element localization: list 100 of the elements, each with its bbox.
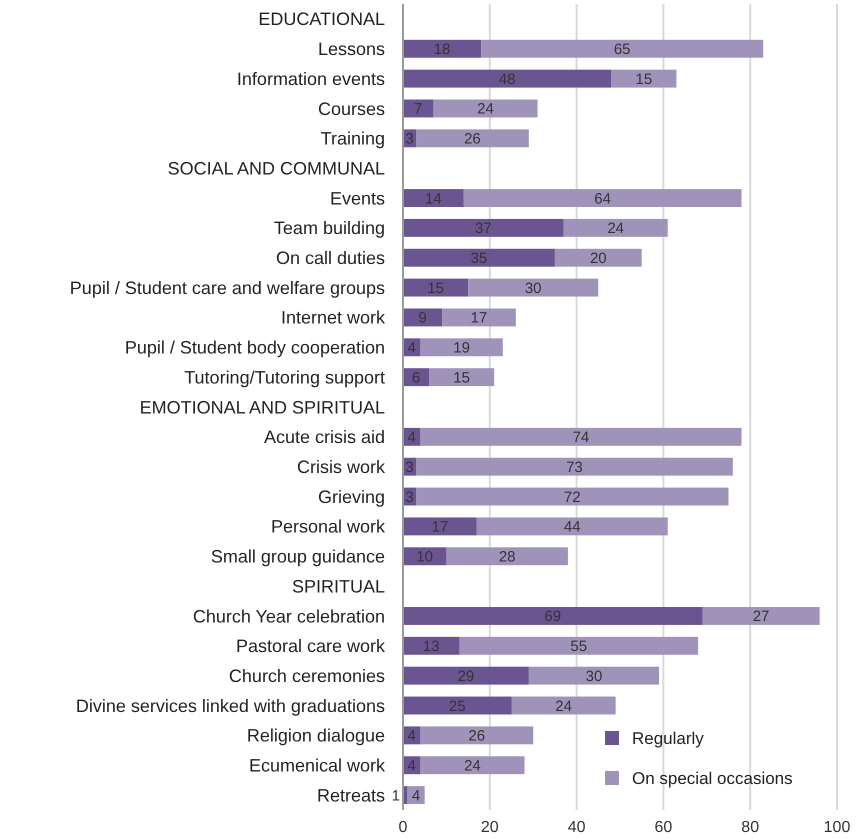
y-tick-label: Courses [318,98,385,119]
y-tick-label: Retreats [316,785,385,806]
bar [416,129,529,148]
x-tick-label: 40 [568,819,586,836]
y-tick-label: Internet work [280,308,386,328]
bar [403,40,482,58]
data-label: 30 [524,280,542,297]
x-tick-label: 20 [480,819,499,836]
data-label: 72 [564,488,581,506]
data-label: 29 [458,668,474,685]
data-label: 15 [636,70,652,88]
data-label: 44 [564,518,581,536]
data-label: 37 [474,220,492,238]
bar [403,218,564,237]
y-tick-label: Information events [236,68,385,89]
y-tick-label: Religion dialogue [246,726,385,746]
data-label: 6 [412,369,420,386]
x-tick-label: 100 [824,819,850,836]
bar [403,248,555,267]
data-label: 17 [470,310,488,327]
y-tick-label: Pupil / Student body cooperation [124,338,385,358]
data-label: 15 [427,280,444,297]
y-tick-label: Divine services linked with graduations [76,696,385,716]
y-tick-label: Personal work [270,516,386,537]
y-tick-label: Church ceremonies [228,666,385,686]
data-label: 55 [570,638,588,656]
y-tick-label: Pupil / Student care and welfare groups [70,278,385,298]
bar [416,488,728,506]
bar [403,308,442,326]
y-tick-label: Acute crisis aid [264,427,385,448]
data-label: 4 [408,728,416,745]
data-label: 10 [416,548,434,566]
data-label: 24 [607,220,624,238]
x-tick-label: 80 [741,819,760,836]
y-tick-label: Ecumenical work [248,756,386,776]
data-label: 26 [468,728,486,745]
data-label: 14 [425,190,442,208]
data-label: 35 [470,250,488,267]
data-label: 3 [405,488,414,506]
data-label: 30 [586,668,602,685]
y-tick-label: Training [320,128,385,149]
bar [481,40,764,58]
y-tick-label: Team building [274,218,385,238]
data-label: 48 [498,70,516,88]
y-tick-label: Lessons [318,39,385,60]
data-label: 4 [408,340,416,357]
data-label: 24 [477,100,494,118]
bar [512,696,616,714]
bar [420,428,742,446]
data-label: 73 [566,458,583,476]
bar [403,696,512,714]
data-label: 65 [614,41,631,58]
data-label: 20 [590,250,607,267]
data-label: 4 [412,787,420,804]
data-label: 17 [432,518,448,536]
bar [403,70,612,88]
data-label: 4 [408,429,416,446]
data-label: 69 [544,608,562,626]
y-tick-label: Grieving [318,486,385,507]
data-label: 24 [464,757,481,774]
bar [403,189,464,207]
y-tick-label: Small group guidance [210,546,385,567]
bar [476,517,668,536]
y-tick-label: Tutoring/Tutoring support [184,367,385,388]
y-tick-label: Church Year celebration [192,606,385,626]
bar [429,368,494,386]
legend-label: On special occasions [632,768,793,788]
bar [464,189,742,207]
data-label: 18 [434,41,450,58]
bar [403,607,702,625]
bar [459,636,698,655]
y-tick-label: On call duties [276,248,385,268]
data-label: 15 [453,369,470,386]
y-tick-label: Crisis work [297,457,386,478]
y-tick-label: Pastoral care work [236,636,386,656]
y-tick-label: Events [330,188,385,208]
bar [554,248,642,267]
legend-label: Regularly [632,728,704,748]
data-label: 3 [405,130,414,148]
x-tick-label: 60 [654,819,672,836]
data-label: 9 [418,310,427,327]
bar [468,278,598,297]
data-label: 4 [408,757,416,774]
bar [403,666,529,685]
bar [403,636,460,655]
bar [420,338,503,356]
bar [420,756,525,774]
bar [564,218,668,237]
data-label: 7 [414,100,422,118]
data-label: 26 [464,130,481,148]
bar [403,100,434,118]
data-label: 13 [422,638,440,656]
x-tick-label: 0 [398,819,408,836]
data-label: 1 [392,787,400,804]
data-label: 25 [448,698,466,715]
bar [416,458,733,476]
y-tick-label: EMOTIONAL AND SPIRITUAL [140,397,385,418]
bar [420,726,534,744]
bar [433,100,538,118]
bar [528,666,660,685]
